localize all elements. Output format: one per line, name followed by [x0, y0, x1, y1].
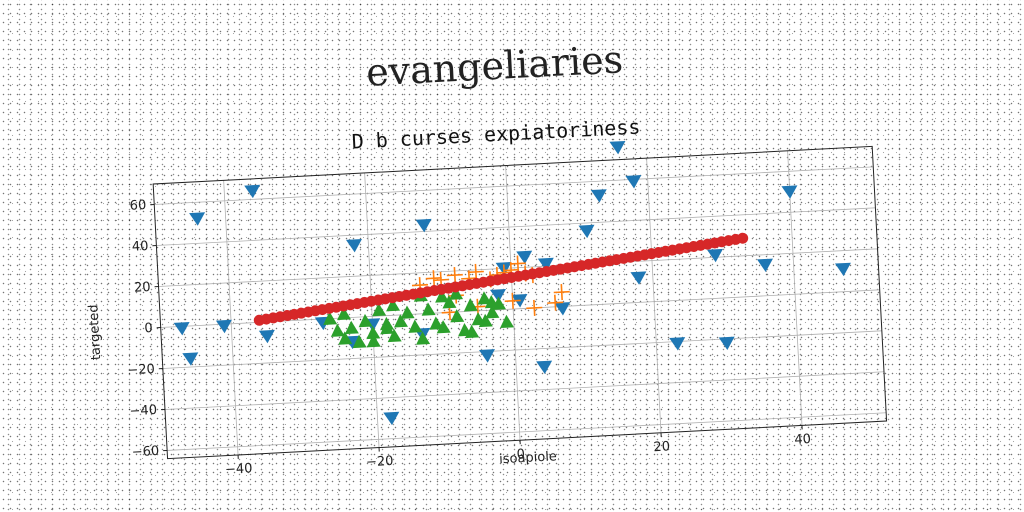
data-point-triangle-up [500, 314, 515, 329]
y-tick-label: 60 [129, 198, 146, 214]
y-gridline [154, 166, 874, 205]
y-axis-label: targeted [86, 304, 104, 360]
y-tick-label: −20 [127, 362, 155, 378]
data-point-triangle-up [421, 302, 436, 316]
data-point-triangle-down [537, 257, 554, 272]
data-point-triangle-up [358, 313, 373, 328]
plot-frame [152, 145, 888, 460]
data-point-plus [547, 294, 564, 311]
data-point-triangle-down [536, 360, 553, 374]
data-point-triangle-up [429, 316, 444, 330]
y-gridline [156, 207, 876, 246]
data-point-triangle-down [215, 319, 232, 334]
data-point-triangle-up [352, 334, 367, 349]
x-tick-label: 20 [653, 439, 670, 455]
data-point-triangle-up [465, 324, 480, 339]
data-point-triangle-up [416, 331, 431, 345]
data-point-plus [467, 263, 484, 280]
data-point-triangle-down [182, 352, 199, 366]
data-point-triangle-up [442, 295, 457, 309]
data-point-triangle-down [756, 258, 773, 272]
data-point-triangle-up [436, 320, 451, 334]
data-point-triangle-up [344, 320, 359, 335]
data-point-triangle-down [189, 212, 206, 226]
data-point-triangle-up [372, 302, 387, 317]
data-point-circle [737, 232, 749, 244]
data-point-triangle-down [781, 185, 798, 199]
data-point-triangle-down [479, 349, 495, 363]
data-point-plus [446, 267, 463, 284]
data-point-triangle-up [386, 298, 401, 312]
data-point-triangle-down [173, 322, 190, 336]
series-1 [411, 255, 570, 321]
data-point-triangle-up [485, 305, 500, 319]
y-tick-label: 0 [144, 321, 153, 336]
x-tick-label: 0 [516, 447, 525, 462]
data-point-triangle-up [387, 328, 402, 343]
x-tick-label: −20 [366, 454, 394, 470]
y-gridline [164, 371, 885, 410]
data-point-triangle-down [415, 218, 432, 233]
data-point-triangle-down [718, 336, 735, 351]
y-tick-label: −40 [129, 403, 157, 419]
data-point-triangle-down [590, 189, 607, 203]
data-point-plus [504, 292, 521, 309]
data-point-plus [425, 270, 442, 287]
x-gridline [223, 180, 239, 455]
data-point-triangle-down [258, 329, 275, 344]
data-point-plus [526, 299, 543, 316]
data-point-triangle-up [323, 311, 338, 325]
series-2 [323, 286, 515, 349]
x-tick-label: 40 [794, 432, 811, 448]
data-point-triangle-up [380, 320, 395, 335]
data-point-triangle-up [484, 294, 499, 309]
data-point-triangle-down [834, 262, 851, 277]
data-point-triangle-up [337, 306, 352, 321]
data-point-triangle-down [554, 302, 571, 316]
data-point-triangle-up [366, 325, 381, 340]
data-point-triangle-down [669, 337, 686, 351]
y-tick-label: 40 [132, 239, 149, 255]
data-point-triangle-down [707, 248, 723, 263]
data-point-triangle-down [383, 411, 400, 426]
data-point-triangle-down [244, 184, 261, 199]
data-point-triangle-down [630, 271, 647, 285]
x-axis-label: isoapiole [499, 449, 557, 467]
series-3 [253, 232, 749, 326]
chart-title: D b curses expiatoriness [351, 114, 641, 153]
plot-area: −40 −20 0 20 40 −60 −40 −20 0 20 40 60 [127, 140, 888, 478]
y-gridline [162, 330, 882, 369]
data-point-triangle-up [408, 319, 423, 333]
data-point-triangle-down [489, 289, 506, 303]
x-gridline [364, 172, 380, 448]
data-point-plus [553, 284, 570, 301]
x-tick-label: −40 [225, 461, 253, 477]
data-point-triangle-up [477, 291, 492, 305]
y-tick-label: −60 [131, 444, 159, 460]
data-point-triangle-up [330, 323, 345, 337]
data-point-triangle-down [516, 250, 533, 265]
data-point-triangle-up [366, 334, 381, 348]
data-point-triangle-up [394, 314, 408, 328]
data-point-triangle-up [449, 286, 464, 300]
data-point-triangle-down [625, 175, 642, 189]
data-point-triangle-down [609, 140, 626, 155]
x-gridline [646, 158, 662, 433]
data-point-triangle-up [463, 298, 478, 312]
y-tick-label: 20 [134, 280, 151, 296]
data-point-triangle-up [400, 305, 415, 319]
data-point-triangle-down [578, 224, 595, 239]
data-point-plus [509, 255, 526, 272]
data-point-triangle-up [450, 309, 465, 323]
data-point-triangle-up [338, 331, 353, 345]
data-point-triangle-down [345, 239, 362, 253]
y-gridline [167, 412, 887, 451]
data-point-triangle-up [478, 313, 493, 328]
data-point-triangle-up [435, 289, 450, 303]
